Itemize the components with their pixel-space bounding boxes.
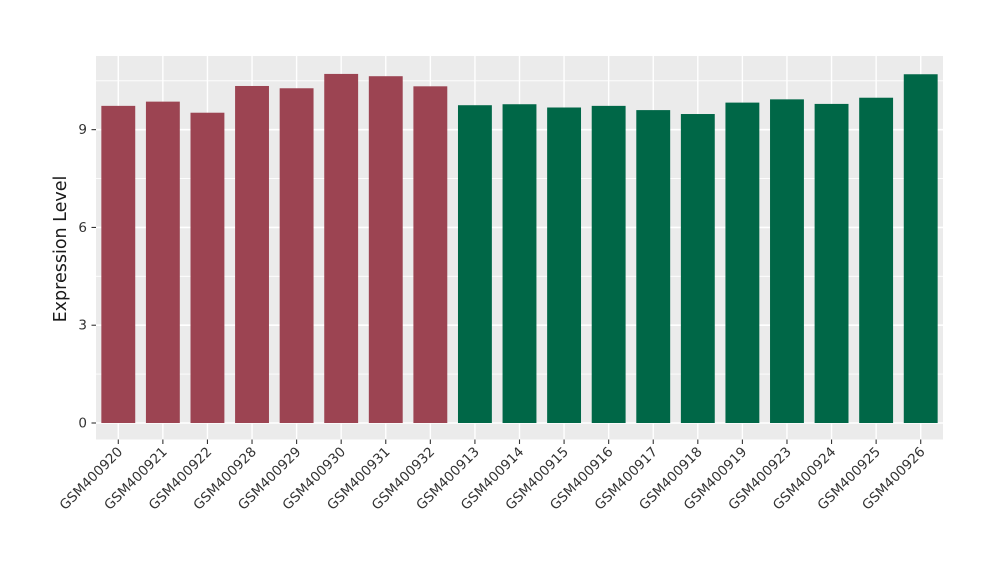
bar-GSM400919 [725, 102, 760, 424]
bar-GSM400929 [279, 88, 314, 423]
bar-GSM400915 [547, 107, 582, 423]
bar-GSM400918 [680, 114, 715, 423]
y-tick-label: 9 [78, 122, 87, 138]
bar-GSM400916 [591, 105, 626, 423]
bar-GSM400930 [324, 73, 359, 424]
bar-GSM400921 [145, 101, 180, 423]
bar-GSM400913 [457, 105, 492, 423]
bar-GSM400925 [859, 97, 894, 423]
y-tick-label: 0 [78, 416, 87, 432]
bar-GSM400922 [190, 112, 225, 424]
bar-GSM400928 [235, 85, 269, 424]
bar-GSM400931 [368, 76, 403, 423]
y-tick-label: 3 [78, 318, 87, 334]
bar-GSM400917 [636, 110, 671, 423]
bar-GSM400926 [903, 74, 938, 423]
bar-GSM400924 [814, 103, 849, 423]
bar-GSM400923 [770, 99, 804, 423]
bar-GSM400932 [413, 86, 448, 424]
bar-GSM400920 [101, 105, 136, 423]
plot-area: 0369GSM400920GSM400921GSM400922GSM400928… [57, 56, 943, 513]
y-tick-label: 6 [78, 220, 87, 236]
y-axis-title: Expression Level [51, 176, 71, 323]
bar-GSM400914 [502, 104, 537, 424]
